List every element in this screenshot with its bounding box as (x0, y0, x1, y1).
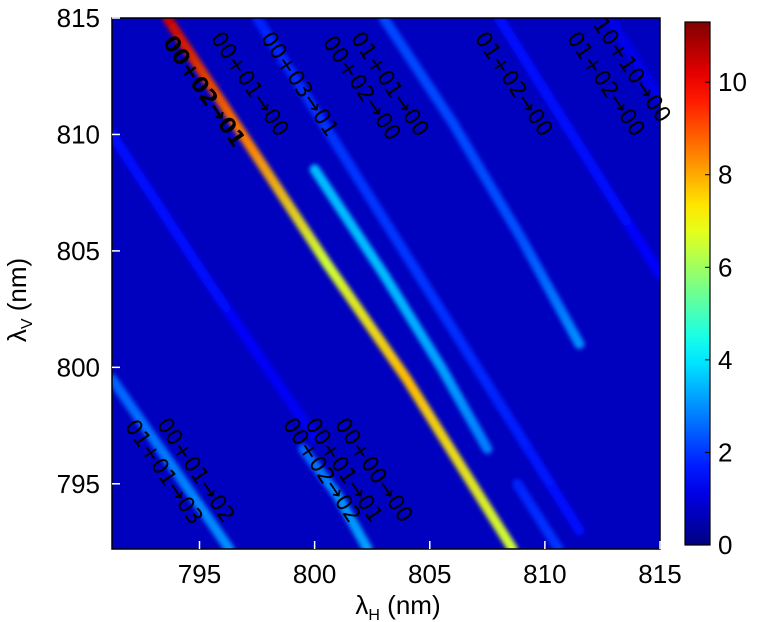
colorbar-tick-label: 0 (718, 530, 732, 560)
ridge (112, 373, 235, 549)
colorbar-tick-label: 4 (718, 345, 732, 375)
x-tick-label: 795 (178, 559, 221, 589)
ridge (252, 18, 585, 536)
y-axis-label-part: (nm) (2, 258, 32, 319)
y-tick-label: 810 (57, 119, 100, 149)
y-tick-label: 815 (57, 3, 100, 33)
y-tick-label: 800 (57, 352, 100, 382)
colorbar-tick-label: 2 (718, 437, 732, 467)
x-tick-label: 810 (523, 559, 566, 589)
colorbar-tick-label: 6 (718, 252, 732, 282)
y-axis-label-part: λ (2, 329, 32, 342)
ridge (493, 18, 660, 280)
colorbar (684, 21, 711, 546)
ridge (378, 18, 585, 350)
ridge (309, 164, 493, 454)
x-axis-label-part: (nm) (380, 590, 441, 620)
y-axis-label-part: V (19, 318, 36, 329)
x-tick-label: 815 (638, 559, 681, 589)
x-axis-label-part: λ (355, 590, 368, 620)
y-tick-label: 795 (57, 469, 100, 499)
x-tick-label: 805 (408, 559, 451, 589)
ridge (298, 443, 373, 549)
plot-frame (111, 17, 661, 550)
ridge (604, 18, 660, 105)
y-tick-label: 805 (57, 236, 100, 266)
y-axis-label: λV (nm) (2, 258, 36, 342)
ridge (512, 478, 564, 549)
colorbar-tick-label: 8 (718, 160, 732, 190)
x-axis-label: λH (nm) (355, 590, 440, 622)
x-tick-label: 800 (293, 559, 336, 589)
ridge (162, 18, 518, 549)
x-axis-label-part: H (368, 607, 380, 622)
ridge (112, 129, 320, 443)
colorbar-tick-label: 10 (718, 67, 747, 97)
